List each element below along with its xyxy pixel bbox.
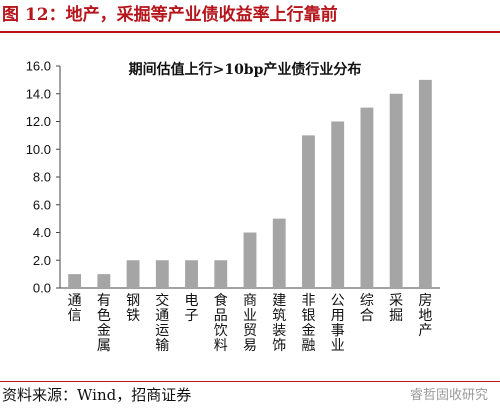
x-category-label: 建筑装饰 bbox=[272, 293, 286, 354]
bar bbox=[214, 260, 228, 288]
title-rule bbox=[0, 31, 500, 33]
bar bbox=[68, 274, 82, 288]
bar bbox=[302, 135, 315, 288]
y-tick-label: 14.0 bbox=[26, 86, 51, 101]
bar bbox=[126, 260, 140, 288]
y-tick-label: 2.0 bbox=[33, 253, 51, 268]
x-category-label: 公用事业 bbox=[331, 293, 345, 354]
y-tick-label: 6.0 bbox=[33, 197, 51, 212]
bar bbox=[418, 79, 432, 288]
x-category-label: 房地产 bbox=[418, 293, 432, 339]
figure-title: 图 12：地产，采掘等产业债收益率上行靠前 bbox=[2, 5, 338, 25]
source-note: 资料来源：Wind，招商证券 bbox=[2, 386, 192, 404]
y-tick-label: 0.0 bbox=[33, 281, 51, 296]
x-category-label: 有色金属 bbox=[97, 293, 111, 354]
y-tick-label: 4.0 bbox=[33, 225, 51, 240]
y-tick-label: 16.0 bbox=[26, 59, 51, 74]
y-tick-label: 8.0 bbox=[33, 170, 51, 185]
x-category-label: 交通运输 bbox=[155, 292, 169, 354]
x-category-label: 采掘 bbox=[389, 293, 403, 324]
chart-title: 期间估值上行>10bp产业债行业分布 bbox=[129, 61, 362, 78]
bar bbox=[185, 260, 198, 288]
x-category-label: 非银金融 bbox=[301, 293, 315, 354]
bar bbox=[155, 260, 169, 288]
bar bbox=[272, 218, 286, 288]
bar bbox=[360, 107, 374, 288]
x-category-label: 电子 bbox=[185, 293, 199, 324]
watermark: 睿哲固收研究 bbox=[409, 388, 488, 403]
x-category-label: 综合 bbox=[360, 293, 374, 324]
bar-chart: 期间估值上行>10bp产业债行业分布 0.0 2.0 4.0 6.0 8.0 10.0 12… bbox=[26, 59, 440, 354]
bar bbox=[389, 93, 403, 288]
bar bbox=[331, 121, 345, 288]
x-category-label: 食品饮料 bbox=[214, 292, 228, 354]
x-category-label: 通信 bbox=[68, 293, 82, 324]
y-tick-label: 12.0 bbox=[26, 114, 51, 129]
y-tick-label: 10.0 bbox=[26, 142, 51, 157]
x-category-label: 钢铁 bbox=[126, 293, 140, 324]
source-rule bbox=[0, 381, 500, 382]
bar bbox=[243, 232, 257, 288]
bar bbox=[97, 274, 111, 288]
x-category-label: 商业贸易 bbox=[243, 293, 257, 354]
